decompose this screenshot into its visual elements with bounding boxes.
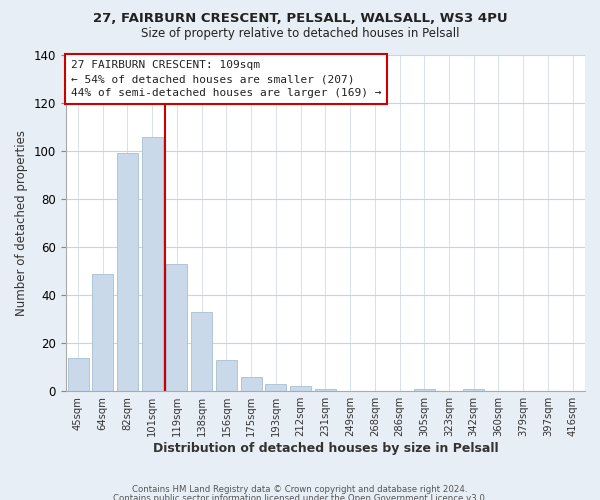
Bar: [463, 389, 484, 391]
Bar: [241, 377, 262, 391]
Text: 27, FAIRBURN CRESCENT, PELSALL, WALSALL, WS3 4PU: 27, FAIRBURN CRESCENT, PELSALL, WALSALL,…: [92, 12, 508, 26]
X-axis label: Distribution of detached houses by size in Pelsall: Distribution of detached houses by size …: [152, 442, 498, 455]
Bar: [265, 384, 286, 391]
Text: Contains public sector information licensed under the Open Government Licence v3: Contains public sector information licen…: [113, 494, 487, 500]
Bar: [216, 360, 237, 391]
Text: 27 FAIRBURN CRESCENT: 109sqm
← 54% of detached houses are smaller (207)
44% of s: 27 FAIRBURN CRESCENT: 109sqm ← 54% of de…: [71, 60, 382, 98]
Bar: [68, 358, 89, 391]
Text: Size of property relative to detached houses in Pelsall: Size of property relative to detached ho…: [141, 28, 459, 40]
Text: Contains HM Land Registry data © Crown copyright and database right 2024.: Contains HM Land Registry data © Crown c…: [132, 485, 468, 494]
Y-axis label: Number of detached properties: Number of detached properties: [15, 130, 28, 316]
Bar: [315, 389, 336, 391]
Bar: [414, 389, 435, 391]
Bar: [166, 264, 187, 391]
Bar: [117, 154, 138, 391]
Bar: [92, 274, 113, 391]
Bar: [290, 386, 311, 391]
Bar: [142, 136, 163, 391]
Bar: [191, 312, 212, 391]
